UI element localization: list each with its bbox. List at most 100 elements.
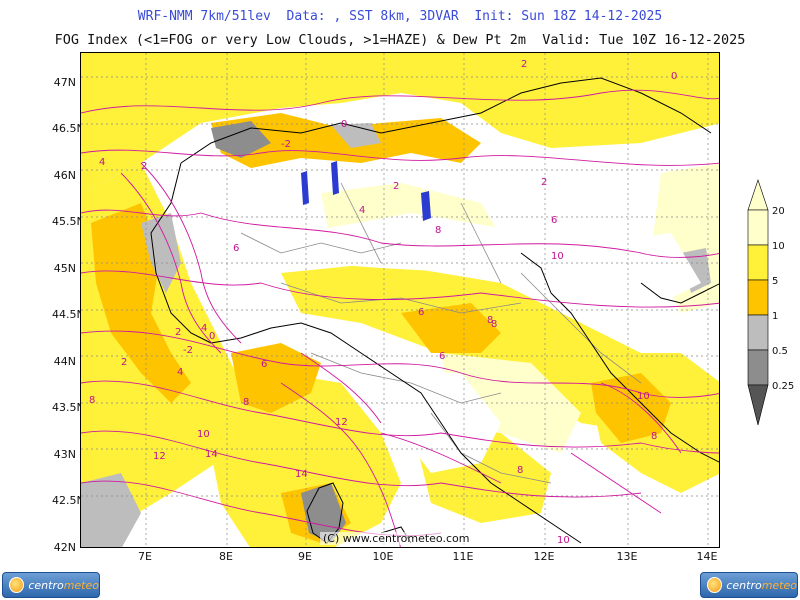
map-panel: 2 0 4 2 0 -2 2 2 4 6 8 6 6 8 10 10 12 12… [80, 52, 720, 548]
contour-label: 8 [435, 225, 441, 236]
legend-swatch-mid [747, 279, 769, 316]
haze-field-north [81, 53, 719, 193]
contour-label: -2 [281, 139, 291, 150]
fog-index-legend: 20 10 5 1 0.5 0.25 [747, 179, 800, 430]
legend-label: 5 [772, 276, 779, 287]
lake-garda [421, 191, 431, 221]
lon-label: 12E [533, 550, 555, 563]
legend-arrow-top [747, 179, 769, 211]
lon-label: 7E [138, 550, 152, 563]
lon-label: 13E [616, 550, 638, 563]
legend-label: 10 [772, 241, 785, 252]
logo-text-a: centro [726, 578, 762, 592]
contour-label: 2 [521, 59, 527, 70]
contour-label: 0 [209, 331, 215, 342]
contour-label: 10 [637, 391, 650, 402]
legend-swatch-high [747, 244, 769, 281]
lat-label: 47N [53, 76, 76, 89]
legend-label: 20 [772, 206, 785, 217]
graticule [81, 53, 719, 547]
centrometeo-logo-right[interactable]: centro meteo [700, 572, 798, 598]
lon-label: 8E [219, 550, 233, 563]
lat-label: 43.5N [52, 401, 85, 414]
lon-label: 11E [452, 550, 474, 563]
lon-label: 14E [696, 550, 718, 563]
dense-haze-ligurian [231, 343, 321, 413]
contour-label: 12 [335, 417, 348, 428]
contour-label: 8 [89, 395, 95, 406]
contour-label: 8 [487, 315, 493, 326]
dense-haze-adriatic [591, 373, 671, 443]
legend-label: 0.5 [772, 346, 788, 357]
clear-padan [301, 213, 601, 298]
contour-label: 12 [153, 451, 166, 462]
contour-label: 2 [141, 161, 147, 172]
contour-label: 4 [99, 157, 105, 168]
region-borders [240, 182, 642, 484]
map-title: WRF-NMM 7km/51lev Data: , SST 8km, 3DVAR… [137, 9, 663, 24]
legend-label: 0.25 [772, 381, 795, 392]
contour-label: 8 [491, 319, 497, 330]
logo-text-b: meteo [761, 578, 797, 592]
lat-label: 42.5N [52, 494, 85, 507]
contour-label: 10 [551, 251, 564, 262]
contour-label: 6 [439, 351, 445, 362]
lake-maggiore [301, 171, 309, 205]
legend-swatch-low [747, 314, 769, 351]
fog-corsica [301, 483, 346, 543]
dense-haze-central [401, 303, 501, 353]
contour-label: 2 [541, 177, 547, 188]
contour-label: 6 [551, 215, 557, 226]
map-subtitle: FOG Index (<1=FOG or very Low Clouds, >1… [54, 32, 746, 48]
fog-index-map: 2 0 4 2 0 -2 2 2 4 6 8 6 6 8 10 10 12 12… [81, 53, 719, 547]
legend-swatch-very-high [747, 209, 769, 246]
lon-label: 9E [298, 550, 312, 563]
contour-label: 6 [418, 307, 424, 318]
contour-label: 14 [205, 449, 218, 460]
dewpoint-contours [81, 89, 719, 547]
contour-label: 8 [243, 397, 249, 408]
logo-text-a: centro [28, 578, 64, 592]
contour-label: 6 [261, 359, 267, 370]
logo-text-b: meteo [63, 578, 99, 592]
contour-label: 0 [341, 119, 347, 130]
contour-label: 4 [177, 367, 183, 378]
lat-label: 44N [53, 355, 76, 368]
contour-label: 8 [651, 431, 657, 442]
lon-label: 10E [372, 550, 394, 563]
globe-icon [707, 577, 723, 593]
lat-label: 46.5N [52, 122, 85, 135]
lat-label: 44.5N [52, 308, 85, 321]
legend-bar [747, 179, 769, 426]
legend-swatch-lower [747, 349, 769, 386]
haze-field-tyrrhenian [201, 373, 401, 547]
contour-label: 10 [557, 535, 570, 546]
lat-label: 45N [53, 262, 76, 275]
fog-alps-central [211, 121, 271, 158]
fog-alps-north [331, 123, 381, 148]
contour-label: 14 [295, 469, 308, 480]
contour-label: -2 [183, 345, 193, 356]
contour-labels: 2 0 4 2 0 -2 2 2 4 6 8 6 6 8 10 10 12 12… [89, 59, 677, 546]
lake-como [331, 161, 339, 195]
contour-label: 10 [197, 429, 210, 440]
credit-text: (C) www.centrometeo.com [320, 532, 473, 545]
contour-label: 4 [359, 205, 365, 216]
lat-label: 43N [53, 448, 76, 461]
contour-label: 2 [121, 357, 127, 368]
lat-label: 45.5N [52, 215, 85, 228]
dense-haze-west [91, 203, 191, 403]
contour-label: 6 [233, 243, 239, 254]
legend-label: 1 [772, 311, 779, 322]
contour-label: 2 [175, 327, 181, 338]
contour-label: 4 [201, 323, 207, 334]
lakes [301, 161, 431, 221]
contour-label: 0 [671, 71, 677, 82]
legend-arrow-bottom [747, 384, 769, 426]
centrometeo-logo-left[interactable]: centro meteo [2, 572, 100, 598]
lat-label: 42N [53, 541, 76, 554]
lat-label: 46N [53, 169, 76, 182]
globe-icon [9, 577, 25, 593]
contour-label: 2 [393, 181, 399, 192]
fog-south-west [81, 473, 141, 547]
